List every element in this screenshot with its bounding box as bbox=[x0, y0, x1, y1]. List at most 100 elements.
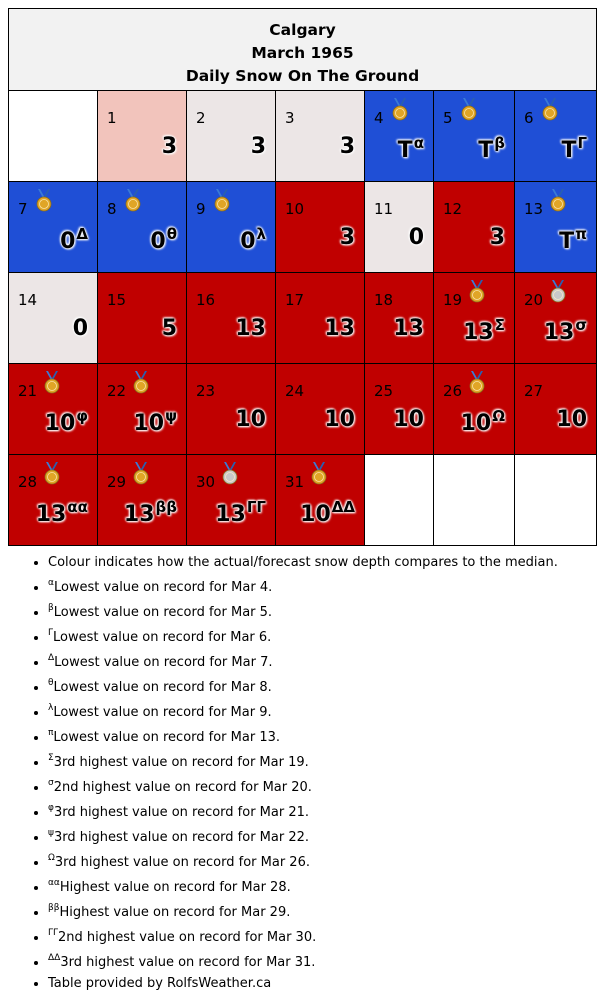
gold-medal-icon bbox=[133, 462, 149, 485]
bronze-medal-icon bbox=[44, 371, 60, 394]
snow-depth-number: 0 bbox=[72, 316, 88, 341]
snow-depth-value: 10ΔΔ bbox=[300, 498, 355, 527]
snow-depth-value: 13αα bbox=[36, 498, 88, 527]
snow-depth-value: 0 bbox=[73, 316, 88, 341]
snow-depth-value: 10φ bbox=[45, 407, 88, 436]
calendar-header: Calgary March 1965 Daily Snow On The Gro… bbox=[7, 8, 598, 91]
day-number: 17 bbox=[285, 291, 305, 309]
day-cell-8: 8 0θ bbox=[97, 181, 187, 273]
day-number: 4 bbox=[374, 109, 384, 127]
snow-depth-number: T bbox=[559, 229, 575, 254]
snow-depth-number: 13 bbox=[324, 316, 355, 341]
footnote-text: Lowest value on record for Mar 4. bbox=[53, 580, 273, 595]
snow-depth-number: T bbox=[478, 138, 494, 163]
footnote-marker: Γ bbox=[48, 628, 54, 638]
footnote-marker: Ω bbox=[48, 853, 55, 863]
snow-depth-value: Tπ bbox=[559, 225, 587, 254]
snow-depth-number: 10 bbox=[44, 411, 76, 436]
footnote-marker: Δ bbox=[76, 225, 88, 243]
gold-medal-icon bbox=[550, 189, 566, 212]
snow-depth-value: 3 bbox=[340, 225, 355, 250]
footnote-text: 3rd highest value on record for Mar 21. bbox=[53, 805, 310, 820]
calendar-week-row: 21 10φ 22 10ψ 23 10 24 10 25 10 26 10Ω 27 10 bbox=[8, 363, 598, 455]
snow-calendar-table: Calgary March 1965 Daily Snow On The Gro… bbox=[7, 8, 598, 546]
day-number: 16 bbox=[196, 291, 216, 309]
empty-day-cell bbox=[433, 454, 515, 546]
snow-depth-number: 3 bbox=[489, 225, 505, 250]
footnote-item: Colour indicates how the actual/forecast… bbox=[48, 552, 600, 573]
footnote-item: Σ3rd highest value on record for Mar 19. bbox=[48, 748, 600, 773]
day-cell-7: 7 0Δ bbox=[8, 181, 98, 273]
footnote-item: ψ3rd highest value on record for Mar 22. bbox=[48, 823, 600, 848]
gold-medal-icon bbox=[392, 98, 408, 121]
footnote-item: βLowest value on record for Mar 5. bbox=[48, 598, 600, 623]
day-cell-15: 15 5 bbox=[97, 272, 187, 364]
footnote-marker: φ bbox=[48, 803, 54, 813]
snow-depth-number: 3 bbox=[339, 225, 355, 250]
snow-depth-number: 3 bbox=[250, 134, 266, 159]
day-number: 14 bbox=[18, 291, 38, 309]
footnote-marker: Ω bbox=[492, 407, 505, 425]
calendar-body: 1 3 2 3 3 3 4 Tα 5 Tβ 6 TΓ 7 0Δ 8 0θ 9 0λ 10 3 11 0 12 3 13 Tπ 14 0… bbox=[8, 90, 598, 546]
footnote-marker: ββ bbox=[48, 903, 60, 913]
footnote-text: 3rd highest value on record for Mar 22. bbox=[53, 830, 310, 845]
footnote-marker: σ bbox=[575, 316, 588, 334]
day-cell-26: 26 10Ω bbox=[433, 363, 515, 455]
day-number: 1 bbox=[107, 109, 117, 127]
snow-depth-number: 3 bbox=[161, 134, 177, 159]
bronze-medal-icon bbox=[469, 280, 485, 303]
month-title: March 1965 bbox=[251, 43, 354, 62]
snow-depth-number: 3 bbox=[339, 134, 355, 159]
empty-day-cell bbox=[513, 454, 598, 546]
footnote-item: ΓLowest value on record for Mar 6. bbox=[48, 623, 600, 648]
snow-depth-value: 13σ bbox=[544, 316, 587, 345]
footnote-text: 2nd highest value on record for Mar 20. bbox=[53, 780, 312, 795]
day-cell-6: 6 TΓ bbox=[513, 90, 598, 182]
footnote-marker: αα bbox=[67, 498, 88, 516]
snow-depth-value: 0θ bbox=[150, 225, 177, 254]
day-cell-11: 11 0 bbox=[364, 181, 434, 273]
footnote-marker: λ bbox=[48, 703, 54, 713]
footnote-marker: Σ bbox=[494, 316, 505, 334]
snow-depth-value: 3 bbox=[162, 134, 177, 159]
day-number: 9 bbox=[196, 200, 206, 218]
footnote-marker: λ bbox=[256, 225, 267, 243]
snow-depth-number: 13 bbox=[543, 320, 575, 345]
silver-medal-icon bbox=[550, 280, 566, 303]
snow-depth-number: 13 bbox=[463, 320, 494, 345]
footnote-marker: σ bbox=[48, 778, 54, 788]
footnote-item: ΔΔ3rd highest value on record for Mar 31… bbox=[48, 948, 600, 973]
snow-depth-value: 10 bbox=[235, 407, 266, 432]
gold-medal-icon bbox=[44, 462, 60, 485]
day-cell-5: 5 Tβ bbox=[433, 90, 515, 182]
day-cell-22: 22 10ψ bbox=[97, 363, 187, 455]
snow-depth-number: T bbox=[397, 138, 413, 163]
footnote-text: 3rd highest value on record for Mar 31. bbox=[60, 955, 316, 970]
bronze-medal-icon bbox=[311, 462, 327, 485]
day-cell-14: 14 0 bbox=[8, 272, 98, 364]
footnote-marker: ΓΓ bbox=[48, 928, 59, 938]
footnote-text: Highest value on record for Mar 29. bbox=[59, 905, 291, 920]
footnote-text: Lowest value on record for Mar 6. bbox=[53, 630, 272, 645]
empty-day-cell bbox=[8, 90, 98, 182]
footnote-marker: ψ bbox=[165, 407, 177, 425]
silver-medal-icon bbox=[222, 462, 238, 485]
footnote-item: Ω3rd highest value on record for Mar 26. bbox=[48, 848, 600, 873]
footnote-marker: Γ bbox=[577, 134, 588, 152]
footnote-item: ααHighest value on record for Mar 28. bbox=[48, 873, 600, 898]
city-title: Calgary bbox=[269, 20, 336, 39]
footnote-text: Highest value on record for Mar 28. bbox=[59, 880, 291, 895]
footnote-marker: π bbox=[575, 225, 588, 243]
day-number: 7 bbox=[18, 200, 28, 218]
day-number: 15 bbox=[107, 291, 127, 309]
snow-depth-number: 10 bbox=[324, 407, 355, 432]
footnote-item: Table provided by RolfsWeather.ca bbox=[48, 973, 600, 994]
snow-depth-number: 0 bbox=[150, 229, 166, 254]
day-number: 11 bbox=[374, 200, 394, 218]
footnote-marker: αα bbox=[48, 878, 60, 888]
snow-depth-value: 13 bbox=[235, 316, 266, 341]
day-cell-27: 27 10 bbox=[513, 363, 598, 455]
snow-depth-number: 10 bbox=[556, 407, 588, 432]
